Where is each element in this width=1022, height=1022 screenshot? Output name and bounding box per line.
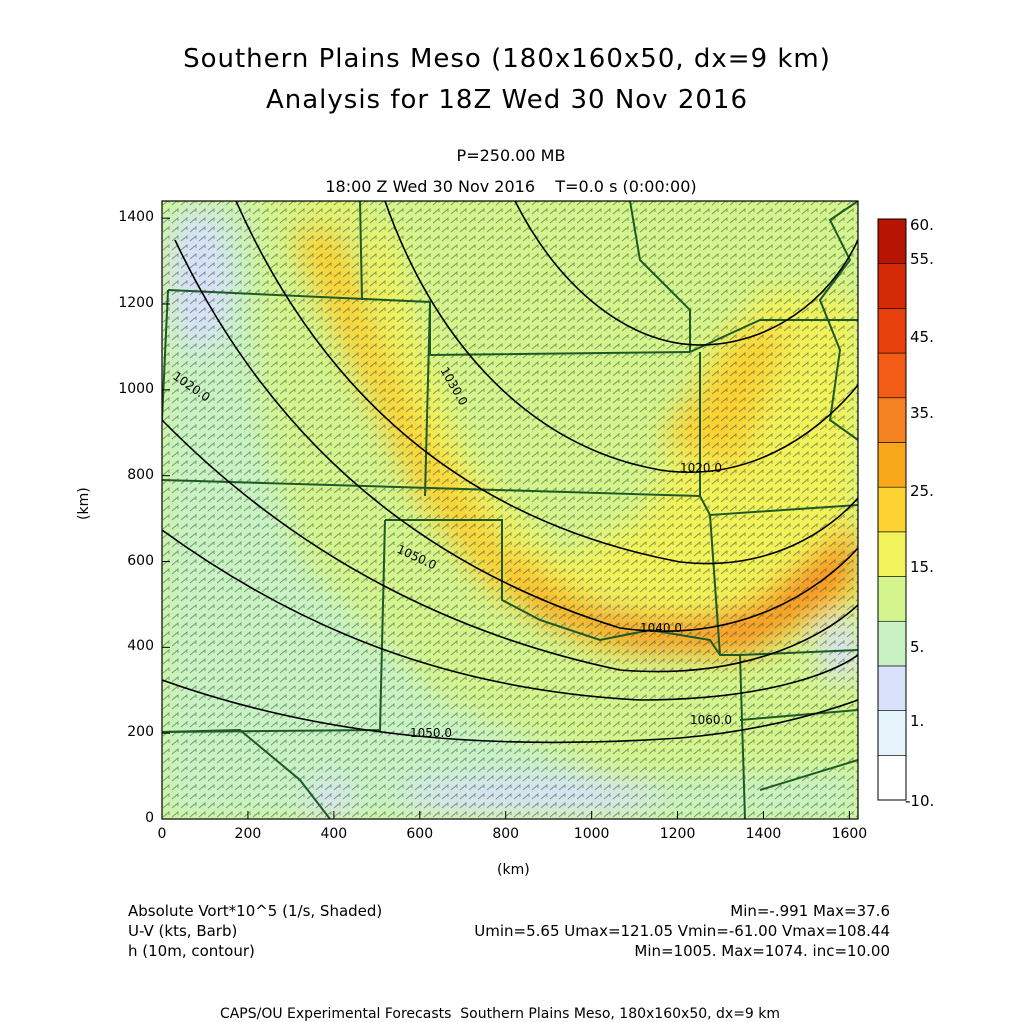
colorbar-label: -10. (905, 792, 935, 810)
height-contours (162, 201, 858, 744)
field-contour-stats: Min=1005. Max=1074. inc=10.00 (634, 942, 890, 960)
title-line-1: Southern Plains Meso (180x160x50, dx=9 k… (183, 44, 831, 74)
colorbar-label: 55. (910, 250, 934, 268)
colorbar-label: 15. (910, 558, 934, 576)
field-shaded-label: Absolute Vort*10^5 (1/s, Shaded) (128, 902, 383, 920)
colorbar-swatch (877, 486, 907, 533)
colorbar-swatch (877, 755, 907, 801)
colorbar-swatch (877, 397, 907, 443)
y-tick-label: 1000 (118, 380, 154, 397)
colorbar-label: 5. (910, 638, 925, 656)
credit-line: CAPS/OU Experimental Forecasts Southern … (219, 1006, 781, 1022)
colorbar-swatch (877, 308, 907, 354)
colorbar-swatch (877, 218, 907, 264)
x-tick-label: 400 (320, 826, 348, 842)
x-tick-label: 200 (234, 826, 262, 842)
x-axis-label: (km) (497, 862, 530, 878)
x-tick-label: 1600 (831, 826, 868, 842)
title-line-2: Analysis for 18Z Wed 30 Nov 2016 (265, 85, 749, 115)
y-tick-label: 600 (127, 552, 154, 569)
field-contour-label: h (10m, contour) (128, 942, 255, 960)
colorbar-swatch (877, 442, 907, 488)
colorbar-label: 45. (910, 328, 934, 346)
contour-label: 1060.0 (690, 713, 732, 727)
colorbar-swatch (877, 352, 907, 399)
x-tick-label: 800 (492, 826, 520, 842)
colorbar-label: 60. (910, 216, 934, 234)
colorbar-swatch (877, 263, 907, 309)
x-tick-label: 0 (157, 826, 167, 842)
field-barb-label: U-V (kts, Barb) (128, 922, 238, 940)
colorbar-label: 35. (910, 404, 934, 422)
field-barb-stats: Umin=5.65 Umax=121.05 Vmin=-61.00 Vmax=1… (474, 922, 890, 940)
contour-label: 1020.0 (680, 461, 722, 475)
subtitle-level: P=250.00 MB (456, 146, 566, 165)
y-tick-label: 400 (127, 638, 154, 655)
colorbar-swatch (877, 620, 907, 667)
axis-ticks (161, 217, 850, 820)
colorbar-label: 1. (910, 712, 925, 730)
y-tick-label: 0 (145, 810, 154, 826)
subtitle-time: 18:00 Z Wed 30 Nov 2016 T=0.0 s (0:00:00… (325, 177, 697, 196)
colorbar-swatch (877, 665, 907, 711)
y-tick-label: 1200 (118, 295, 154, 311)
colorbar-swatch (877, 531, 907, 577)
field-shaded-stats: Min=-.991 Max=37.6 (730, 902, 890, 920)
plot-frame (161, 200, 859, 820)
y-tick-label: 1400 (118, 209, 154, 226)
plot-area: 1030.0 1020.0 1020.0 1050.0 1040.0 1050.… (162, 201, 858, 819)
state-boundaries (162, 201, 858, 819)
colorbar-frame (877, 218, 907, 801)
y-tick-label: 200 (127, 724, 154, 741)
y-tick-label: 800 (127, 466, 154, 483)
x-tick-label: 1400 (745, 826, 782, 842)
x-tick-label: 1000 (573, 826, 610, 842)
y-axis-label: (km) (76, 487, 92, 520)
x-tick-label: 600 (406, 826, 434, 842)
contour-label: 1040.0 (640, 621, 682, 635)
x-tick-label: 1200 (659, 826, 696, 842)
colorbar-swatch (877, 710, 907, 756)
colorbar (877, 218, 907, 801)
colorbar-swatch (877, 576, 907, 622)
contour-label: 1050.0 (410, 726, 452, 740)
colorbar-label: 25. (910, 482, 934, 500)
